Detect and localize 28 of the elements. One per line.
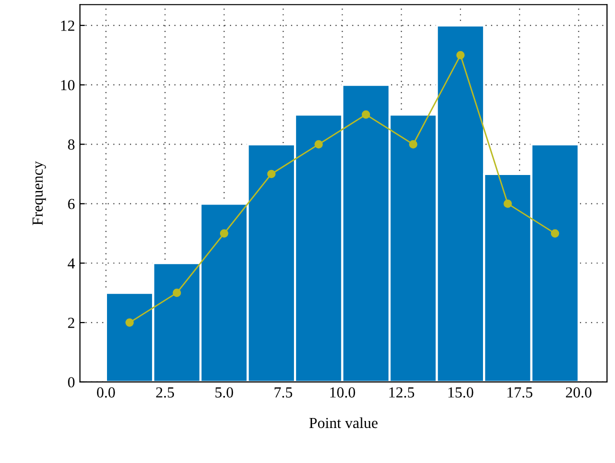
y-axis-title: Frequency	[32, 161, 46, 226]
x-tick-label: 17.5	[508, 387, 532, 398]
point	[267, 170, 276, 178]
point	[504, 200, 512, 208]
point	[125, 318, 134, 327]
y-tick-label: 10	[61, 80, 75, 90]
x-tick-label: 12.5	[389, 387, 414, 398]
x-tick-label: 15.0	[448, 387, 474, 398]
point	[362, 110, 370, 119]
point	[456, 50, 465, 60]
y-tick-label: 4	[68, 258, 75, 268]
y-tick-label: 12	[61, 20, 74, 31]
x-axis-title: Point value	[309, 417, 378, 428]
x-tick-label: 10.0	[330, 387, 356, 398]
point	[172, 288, 182, 298]
point	[220, 229, 228, 238]
y-tick-label: 2	[68, 318, 74, 328]
y-tick-label: 6	[68, 198, 75, 210]
x-tick-label: 0.0	[96, 387, 115, 398]
x-tick-label: 5.0	[215, 387, 234, 398]
x-tick-label: 7.5	[274, 387, 292, 398]
x-tick-label: 2.5	[156, 387, 174, 398]
point	[314, 140, 323, 148]
point	[550, 229, 560, 238]
x-tick-label: 20.0	[566, 387, 592, 398]
point	[409, 140, 418, 148]
y-tick-label: 0	[68, 377, 75, 388]
y-tick-label: 8	[68, 139, 75, 150]
